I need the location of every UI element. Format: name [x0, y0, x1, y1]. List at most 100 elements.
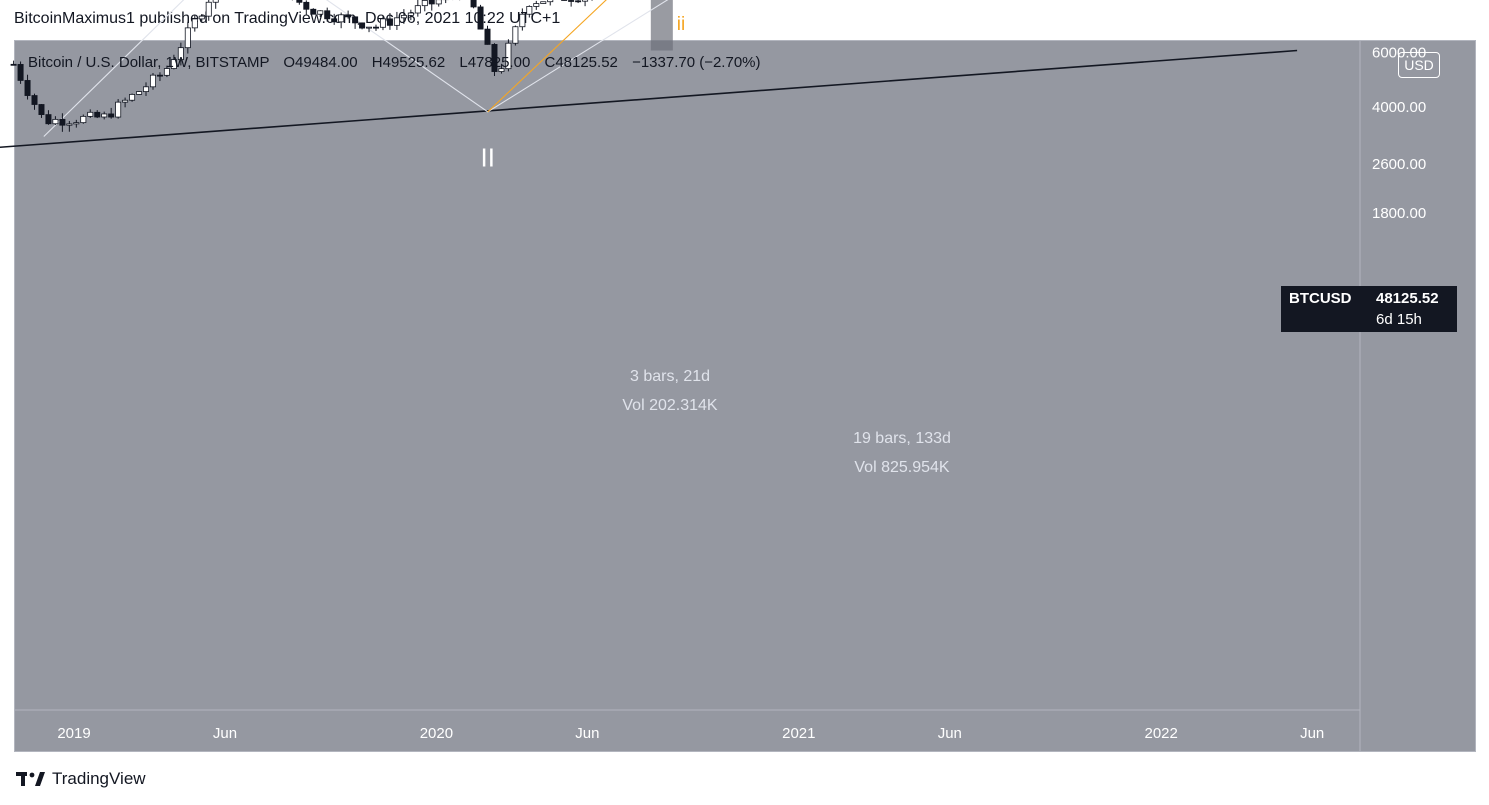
- candle[interactable]: [205, 0, 212, 21]
- candle[interactable]: [296, 0, 303, 5]
- candle[interactable]: [24, 74, 31, 100]
- y-tick-label: 2600.00: [1372, 156, 1426, 173]
- candle[interactable]: [568, 0, 575, 7]
- candle-body: [212, 0, 219, 3]
- candle[interactable]: [505, 39, 512, 72]
- candle[interactable]: [87, 109, 94, 118]
- candle[interactable]: [170, 54, 177, 70]
- candle[interactable]: [491, 43, 498, 77]
- candle-body: [338, 14, 345, 23]
- annotation-range-line: 19 bars, 133d: [853, 430, 951, 447]
- candle[interactable]: [198, 14, 205, 22]
- candle-body: [379, 18, 386, 28]
- candle[interactable]: [80, 114, 87, 124]
- candle[interactable]: [372, 24, 379, 31]
- candle[interactable]: [345, 10, 352, 19]
- candle[interactable]: [115, 99, 122, 119]
- close-key: C: [544, 54, 556, 71]
- currency-button[interactable]: USD: [1398, 52, 1440, 78]
- candle-body: [470, 0, 477, 8]
- candle[interactable]: [547, 0, 554, 6]
- candle[interactable]: [512, 25, 519, 46]
- candle[interactable]: [94, 110, 101, 119]
- candle-body: [177, 47, 184, 61]
- candle[interactable]: [101, 111, 108, 120]
- candle-body: [310, 8, 317, 15]
- candle[interactable]: [414, 0, 421, 17]
- wave-major-line[interactable]: [43, 0, 1104, 137]
- candle-body: [428, 0, 435, 5]
- channel-lower-line[interactable]: [0, 49, 1298, 149]
- candle[interactable]: [366, 26, 373, 33]
- candle[interactable]: [163, 65, 170, 78]
- footer[interactable]: TradingView: [16, 768, 146, 790]
- candle[interactable]: [379, 15, 386, 31]
- candle[interactable]: [386, 12, 393, 30]
- footer-brand: TradingView: [52, 769, 146, 788]
- candle[interactable]: [310, 8, 317, 15]
- candle-body: [575, 0, 582, 3]
- candle-body: [400, 14, 407, 19]
- candle[interactable]: [331, 13, 338, 25]
- candle[interactable]: [317, 10, 324, 17]
- annotation-range-line: 3 bars, 21d: [630, 368, 710, 385]
- candle[interactable]: [498, 63, 505, 74]
- open-value: 49484.00: [295, 54, 358, 71]
- candle[interactable]: [108, 107, 115, 119]
- candle[interactable]: [59, 113, 66, 132]
- candle[interactable]: [73, 119, 80, 128]
- candle[interactable]: [533, 0, 540, 10]
- x-tick-label: 2020: [420, 725, 453, 742]
- chart-area[interactable]: [14, 40, 1476, 752]
- date-range-box-small[interactable]: [650, 0, 673, 51]
- candle[interactable]: [303, 0, 310, 15]
- open-key: O: [283, 54, 296, 71]
- candle[interactable]: [177, 42, 184, 66]
- candle[interactable]: [156, 72, 163, 82]
- wave-label-minor: ii: [677, 14, 685, 35]
- candle[interactable]: [191, 14, 198, 32]
- candle[interactable]: [575, 0, 582, 4]
- candle[interactable]: [212, 0, 219, 9]
- candle[interactable]: [442, 0, 449, 4]
- price-tag-symbol: BTCUSD: [1289, 290, 1352, 307]
- candle[interactable]: [17, 61, 24, 84]
- candle[interactable]: [526, 5, 533, 18]
- candle[interactable]: [184, 21, 191, 54]
- price-tag-countdown: 6d 15h: [1376, 311, 1422, 328]
- candle[interactable]: [540, 1, 547, 4]
- candle[interactable]: [129, 93, 136, 102]
- candle[interactable]: [470, 0, 477, 9]
- candle[interactable]: [31, 93, 38, 110]
- candle[interactable]: [435, 0, 442, 7]
- candle[interactable]: [352, 16, 359, 29]
- candle-body: [303, 1, 310, 10]
- candle[interactable]: [400, 9, 407, 24]
- candle[interactable]: [10, 60, 17, 66]
- candle-body: [87, 111, 94, 117]
- candle[interactable]: [45, 110, 52, 125]
- candle[interactable]: [66, 120, 73, 132]
- candle[interactable]: [136, 90, 143, 95]
- candle[interactable]: [421, 0, 428, 12]
- candle[interactable]: [143, 82, 150, 96]
- candle[interactable]: [407, 9, 414, 21]
- candle[interactable]: [52, 116, 59, 125]
- candle[interactable]: [484, 25, 491, 45]
- candle[interactable]: [359, 22, 366, 30]
- candle[interactable]: [561, 0, 568, 1]
- annotation-volume-line: Vol 825.954K: [854, 459, 950, 476]
- candle[interactable]: [477, 4, 484, 30]
- candle[interactable]: [582, 0, 589, 7]
- candle[interactable]: [428, 0, 435, 11]
- candle[interactable]: [149, 73, 156, 90]
- candle[interactable]: [324, 7, 331, 22]
- candle[interactable]: [338, 12, 345, 29]
- candle[interactable]: [122, 97, 129, 108]
- candle[interactable]: [589, 0, 594, 1]
- candle[interactable]: [38, 103, 45, 118]
- x-tick-label: Jun: [1300, 725, 1324, 742]
- candle[interactable]: [393, 11, 400, 30]
- candle[interactable]: [519, 8, 526, 31]
